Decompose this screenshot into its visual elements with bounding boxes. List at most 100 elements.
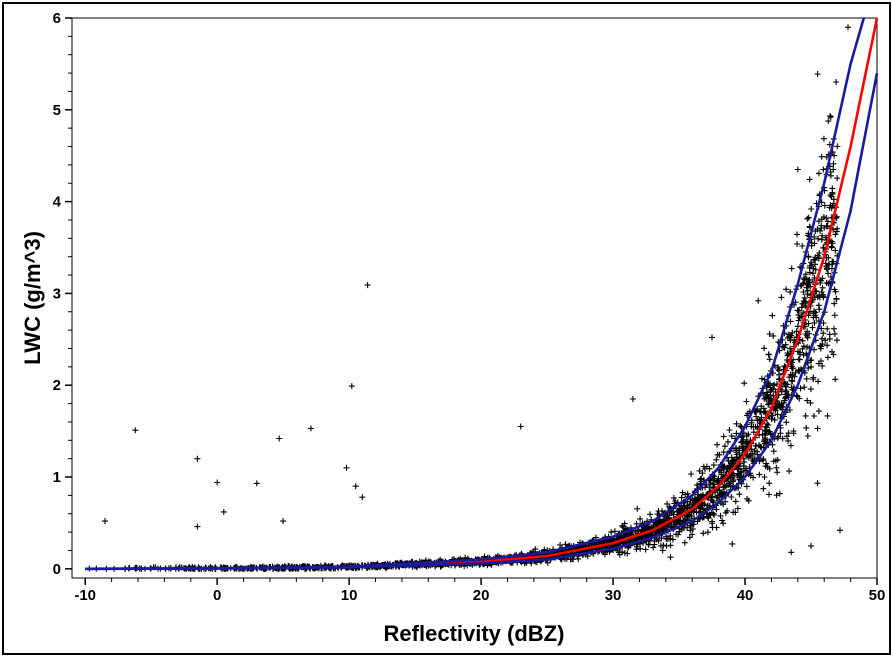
data-point	[828, 265, 835, 272]
data-point	[806, 176, 813, 183]
data-point	[707, 512, 714, 519]
data-point	[783, 419, 790, 426]
data-point	[811, 346, 818, 353]
data-point	[834, 143, 841, 150]
data-point	[761, 474, 768, 480]
data-point	[824, 325, 831, 332]
data-point	[714, 441, 721, 448]
data-point	[684, 490, 691, 497]
data-point	[689, 526, 696, 533]
data-point	[727, 483, 734, 490]
data-point	[767, 380, 773, 387]
data-point	[736, 445, 743, 452]
data-point	[815, 254, 822, 261]
data-point	[826, 331, 833, 338]
data-point	[532, 546, 539, 553]
y-tick-label: 2	[53, 377, 61, 394]
data-point	[635, 528, 642, 535]
data-point	[773, 464, 780, 471]
data-point	[828, 244, 835, 251]
data-point	[766, 331, 773, 337]
data-point	[824, 218, 831, 225]
data-point	[713, 506, 720, 513]
data-point	[794, 241, 801, 247]
data-point	[732, 498, 739, 505]
data-point	[716, 451, 723, 458]
data-point	[650, 544, 657, 551]
outlier-point	[194, 523, 201, 530]
x-tick-label: -10	[74, 587, 96, 604]
data-point	[796, 356, 803, 363]
x-tick-label: 20	[473, 587, 490, 604]
data-point	[811, 319, 818, 326]
outlier-point	[794, 166, 801, 173]
data-point	[782, 380, 788, 387]
data-point	[733, 420, 740, 427]
data-point	[763, 428, 770, 435]
data-point	[655, 537, 662, 544]
data-point	[788, 377, 795, 384]
data-point	[815, 302, 822, 309]
data-point	[831, 330, 838, 337]
outlier-point	[132, 427, 139, 434]
data-point	[733, 430, 740, 437]
outlier-point	[808, 542, 814, 549]
data-point	[807, 283, 814, 290]
fit-curves	[85, 17, 879, 571]
data-point	[774, 469, 781, 476]
data-point	[687, 527, 694, 534]
data-point	[748, 417, 755, 424]
data-point	[777, 430, 784, 437]
data-point	[822, 337, 829, 344]
data-point	[792, 369, 799, 376]
data-point	[700, 491, 706, 498]
data-point	[743, 483, 750, 490]
data-point	[673, 531, 680, 538]
data-point	[709, 475, 716, 482]
data-point	[722, 498, 729, 505]
data-point	[830, 351, 837, 358]
data-point	[782, 391, 789, 398]
outlier-point	[629, 396, 636, 402]
data-point	[804, 433, 811, 439]
data-point	[833, 295, 840, 302]
data-point	[745, 497, 752, 504]
data-point	[718, 469, 725, 476]
data-point	[710, 481, 717, 488]
data-point	[659, 508, 665, 515]
data-point	[808, 259, 815, 266]
data-point	[801, 384, 808, 391]
data-point	[803, 424, 810, 431]
data-point	[773, 492, 780, 499]
data-point	[829, 240, 836, 247]
data-point	[832, 288, 839, 295]
data-point	[756, 471, 763, 478]
data-point	[753, 442, 759, 449]
data-point	[799, 243, 806, 249]
data-point	[761, 345, 768, 352]
data-point	[704, 529, 711, 536]
data-point	[826, 261, 833, 268]
data-point	[812, 266, 819, 273]
data-point	[739, 433, 746, 440]
data-point	[796, 349, 803, 356]
data-point	[771, 382, 778, 389]
data-point	[695, 509, 702, 516]
data-point	[633, 520, 640, 527]
data-point	[688, 471, 695, 477]
x-axis: -10 0 10 20 30 40 50	[74, 578, 885, 604]
data-point	[769, 312, 776, 319]
x-tick-label: 50	[869, 587, 886, 604]
data-point	[719, 517, 726, 524]
data-point	[774, 435, 781, 442]
data-point	[785, 430, 792, 437]
data-point	[827, 169, 834, 175]
data-point	[762, 463, 769, 470]
data-point	[734, 505, 741, 512]
data-point	[730, 458, 737, 465]
data-point	[804, 287, 811, 294]
data-point	[825, 270, 832, 277]
data-point	[787, 288, 794, 295]
data-point	[756, 417, 763, 424]
data-point	[819, 335, 825, 342]
